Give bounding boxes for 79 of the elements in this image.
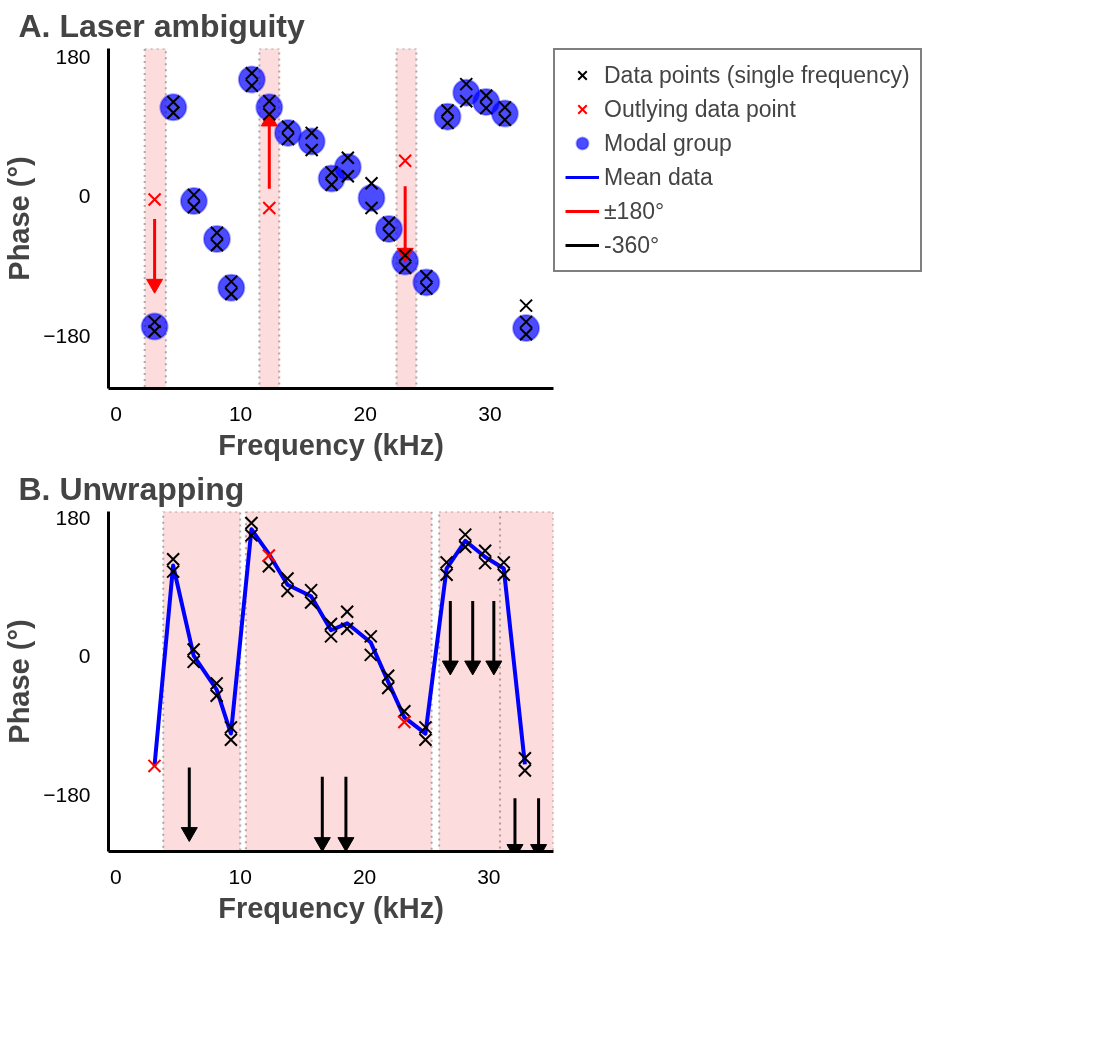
point [146, 278, 164, 294]
point [363, 647, 378, 662]
y-axis-title: Phase (°) [3, 619, 36, 744]
point [186, 654, 201, 669]
point [223, 720, 238, 735]
y-tick-label: 0 [78, 644, 91, 668]
point [458, 527, 473, 542]
point [340, 169, 355, 184]
point [340, 621, 355, 636]
x-tick-label: 30 [477, 864, 501, 888]
chart-title: B. Unwrapping [18, 470, 245, 507]
point [439, 567, 454, 582]
point [280, 583, 295, 598]
chart-title: A. Laser ambiguity [18, 7, 305, 44]
x-tick-label: 0 [110, 864, 122, 888]
point [517, 763, 532, 778]
point [304, 583, 319, 598]
x-tick-label: 10 [228, 401, 253, 425]
x-axis-title: Frequency (kHz) [218, 891, 444, 924]
point [418, 720, 433, 735]
point [397, 714, 412, 729]
y-tick-label: 0 [78, 184, 91, 208]
point [147, 758, 162, 773]
point [262, 201, 277, 216]
point [459, 94, 474, 109]
point [496, 567, 511, 582]
point [209, 688, 224, 703]
point [166, 552, 181, 567]
point [340, 150, 355, 165]
y-tick-label: −180 [43, 323, 91, 347]
point [496, 555, 511, 570]
point [323, 617, 339, 632]
legend-label: Modal group [604, 129, 732, 157]
point [147, 192, 162, 207]
text: Mean data [604, 163, 713, 191]
point [458, 539, 473, 554]
point [478, 543, 493, 558]
point [478, 556, 493, 571]
x-tick-label: 20 [352, 864, 377, 888]
point [398, 153, 413, 168]
point [244, 516, 259, 531]
x-tick-label: 10 [228, 864, 252, 888]
legend-label: Data points (single frequency) [604, 61, 910, 89]
y-axis-title: Phase (°) [3, 156, 36, 281]
point [418, 732, 433, 747]
y-tick-label: 180 [55, 45, 91, 69]
legend-label: Outlying data point [604, 95, 796, 123]
point [244, 528, 259, 543]
point [261, 548, 276, 563]
point [364, 201, 379, 216]
point [519, 298, 534, 313]
point [166, 564, 181, 579]
x-tick-label: 30 [478, 401, 502, 425]
point [304, 142, 319, 157]
point [323, 629, 339, 644]
x-tick-label: 0 [110, 401, 122, 425]
point [262, 107, 277, 122]
point [280, 571, 295, 586]
point [340, 604, 355, 619]
y-tick-label: −180 [43, 783, 91, 807]
point [364, 176, 379, 191]
y-tick-label: 180 [55, 505, 91, 529]
point [363, 629, 378, 644]
point [381, 668, 396, 683]
point [397, 704, 412, 719]
point [439, 555, 454, 570]
point [304, 595, 319, 610]
point [186, 642, 201, 657]
point [304, 125, 319, 140]
text: -360° [604, 231, 660, 259]
point [223, 732, 238, 747]
point [209, 676, 224, 691]
point [459, 77, 474, 92]
point [517, 751, 532, 766]
point [381, 681, 396, 696]
legend-label: ±180° [604, 197, 665, 225]
x-tick-label: 20 [353, 401, 377, 425]
x-axis-title: Frequency (kHz) [218, 428, 444, 461]
point [261, 559, 276, 574]
